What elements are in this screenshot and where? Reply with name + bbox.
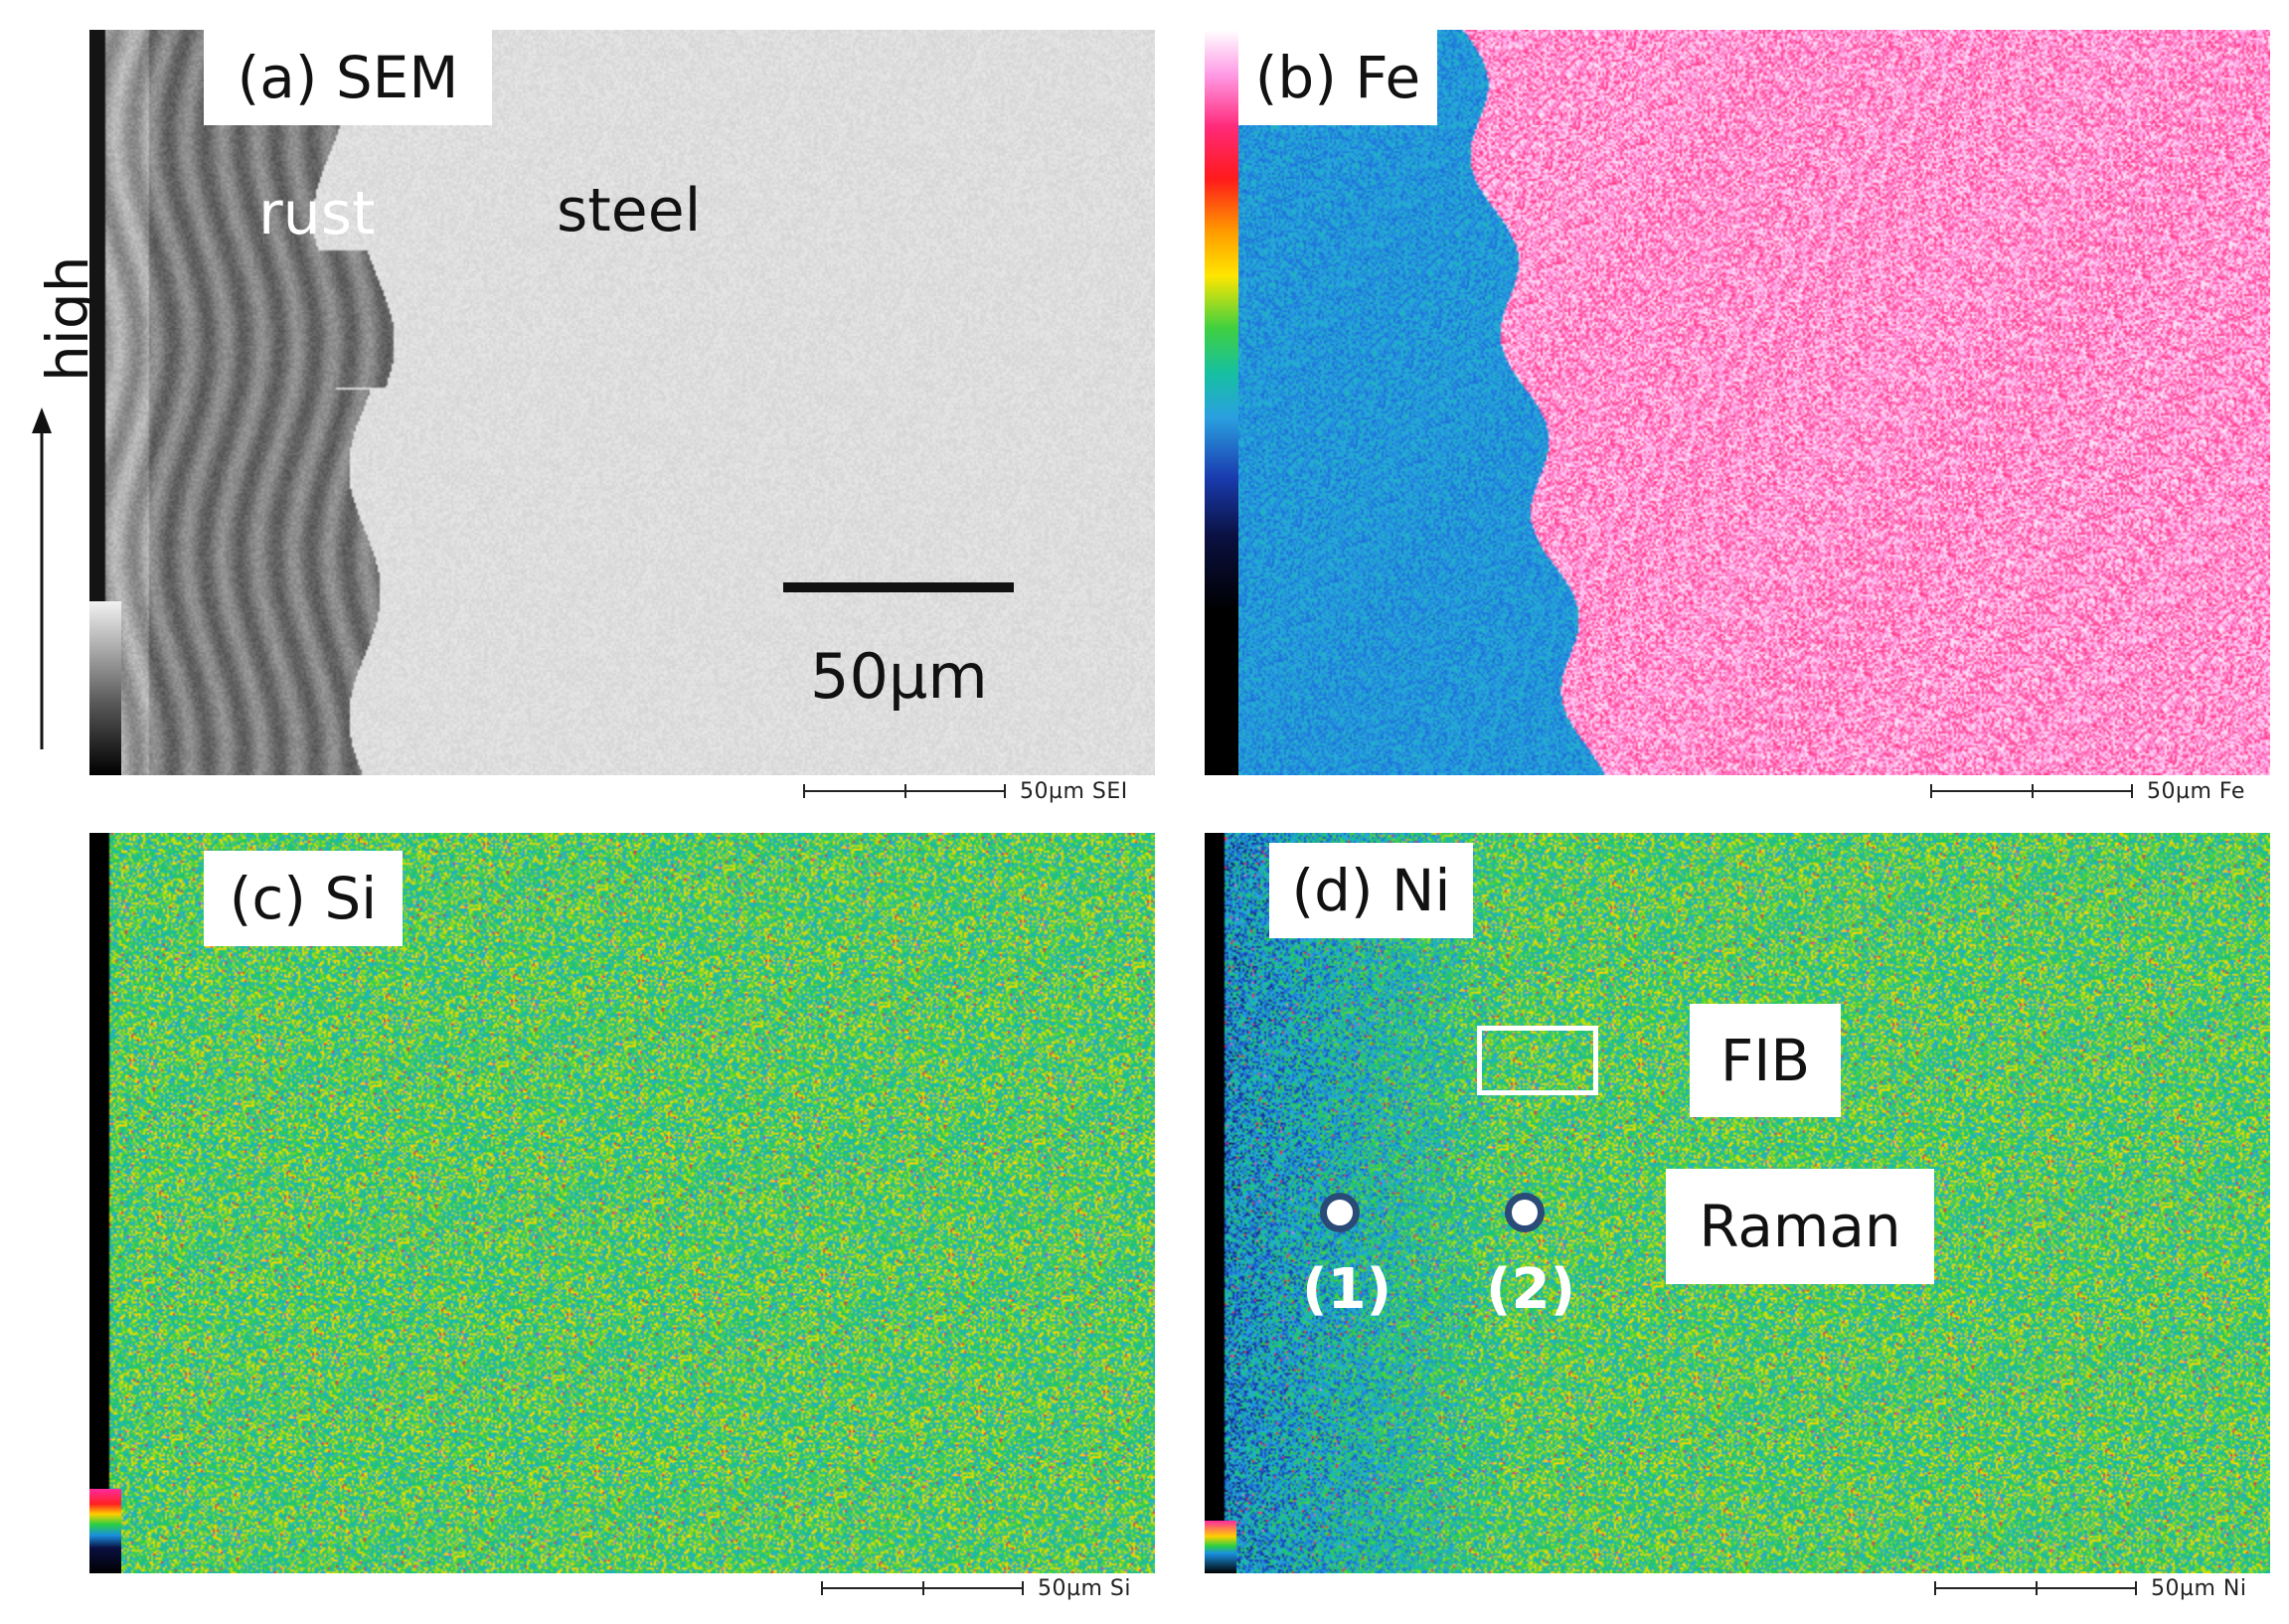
raman-point-1-label: (1) (1302, 1257, 1392, 1322)
raman-point-1-marker (1320, 1193, 1360, 1232)
panel-a-sem: (a) SEM rust steel 50µm (89, 30, 1155, 775)
ni-colorbar (1205, 1521, 1236, 1573)
fe-map-image (1205, 30, 2270, 775)
panel-b-fe: (b) Fe (1205, 30, 2270, 775)
si-map-image (89, 833, 1155, 1573)
panel-d-ni: (d) Ni FIB Raman (1) (2) (1205, 833, 2270, 1573)
panel-c-scale-caption: 50µm Si (821, 1574, 1131, 1602)
grayscale-colorbar (89, 601, 121, 775)
panel-d-scale-caption: 50µm Ni (1934, 1574, 2246, 1602)
fib-label: FIB (1690, 1004, 1841, 1117)
panel-d-scale-text: 50µm Ni (2151, 1575, 2247, 1601)
panel-b-title: (b) Fe (1238, 30, 1437, 125)
rust-label: rust (258, 179, 376, 248)
raman-label: Raman (1666, 1169, 1934, 1284)
scale-bar-label: 50µm (810, 640, 988, 713)
panel-d-title: (d) Ni (1269, 843, 1473, 938)
sem-image (89, 30, 1155, 775)
raman-point-2-label: (2) (1486, 1257, 1576, 1322)
panel-c-scale-text: 50µm Si (1038, 1575, 1131, 1601)
panel-b-scale-text: 50µm Fe (2147, 778, 2245, 804)
fib-region-rect (1477, 1026, 1598, 1095)
rainbow-colorbar (1205, 30, 1238, 775)
panel-c-title: (c) Si (204, 851, 403, 946)
steel-label: steel (557, 176, 702, 245)
panel-a-scale-text: 50µm SEI (1020, 778, 1128, 804)
raman-point-2-marker (1505, 1193, 1545, 1232)
panel-b-scale-caption: 50µm Fe (1930, 777, 2245, 805)
panel-c-si: (c) Si (89, 833, 1155, 1573)
up-arrow-icon (32, 407, 52, 749)
si-colorbar (89, 1489, 121, 1573)
scale-bar (783, 582, 1014, 592)
intensity-axis: high (0, 229, 101, 765)
panel-a-title: (a) SEM (204, 30, 492, 125)
panel-a-scale-caption: 50µm SEI (803, 777, 1128, 805)
